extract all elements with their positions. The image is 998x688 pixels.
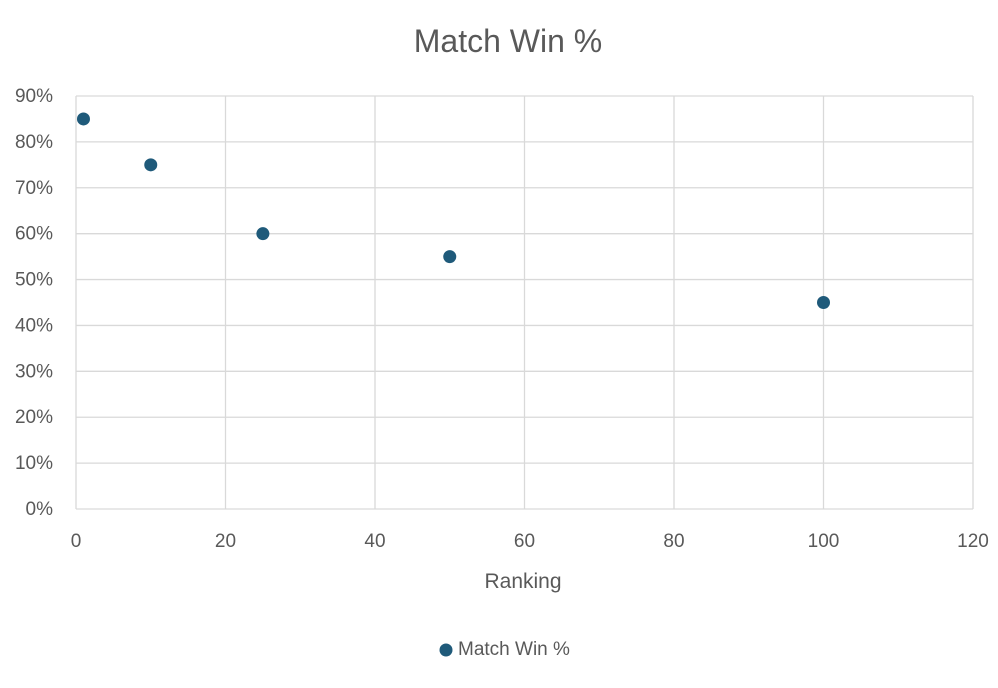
x-tick-label: 120 bbox=[957, 531, 989, 552]
data-point bbox=[817, 296, 830, 309]
y-tick-label: 0% bbox=[26, 499, 54, 520]
y-tick-label: 30% bbox=[15, 361, 53, 382]
y-tick-label: 90% bbox=[15, 86, 53, 107]
y-axis-ticks: 0% 10% 20% 30% 40% 50% 60% 70% 80% 90% bbox=[15, 86, 53, 520]
data-points bbox=[76, 112, 830, 309]
y-tick-label: 50% bbox=[15, 270, 53, 291]
data-point bbox=[144, 158, 158, 172]
y-tick-label: 80% bbox=[15, 132, 53, 153]
x-axis-label: Ranking bbox=[484, 570, 561, 593]
x-tick-label: 20 bbox=[215, 531, 236, 552]
x-tick-label: 100 bbox=[808, 531, 840, 552]
data-point bbox=[76, 112, 90, 126]
x-tick-label: 80 bbox=[663, 531, 684, 552]
legend-marker bbox=[439, 643, 453, 657]
y-tick-label: 20% bbox=[15, 407, 53, 428]
x-tick-label: 0 bbox=[71, 531, 82, 552]
y-tick-label: 60% bbox=[15, 224, 53, 245]
y-tick-label: 70% bbox=[15, 178, 53, 199]
legend: Match Win % bbox=[439, 639, 570, 660]
x-tick-label: 60 bbox=[514, 531, 535, 552]
x-tick-label: 40 bbox=[364, 531, 385, 552]
legend-label: Match Win % bbox=[458, 639, 570, 660]
y-tick-label: 10% bbox=[15, 453, 53, 474]
y-tick-label: 40% bbox=[15, 315, 53, 336]
data-point bbox=[256, 227, 270, 241]
chart-title: Match Win % bbox=[414, 23, 602, 59]
gridlines bbox=[75, 95, 974, 510]
x-axis-ticks: 0 20 40 60 80 100 120 bbox=[71, 531, 989, 552]
data-point bbox=[443, 250, 457, 264]
